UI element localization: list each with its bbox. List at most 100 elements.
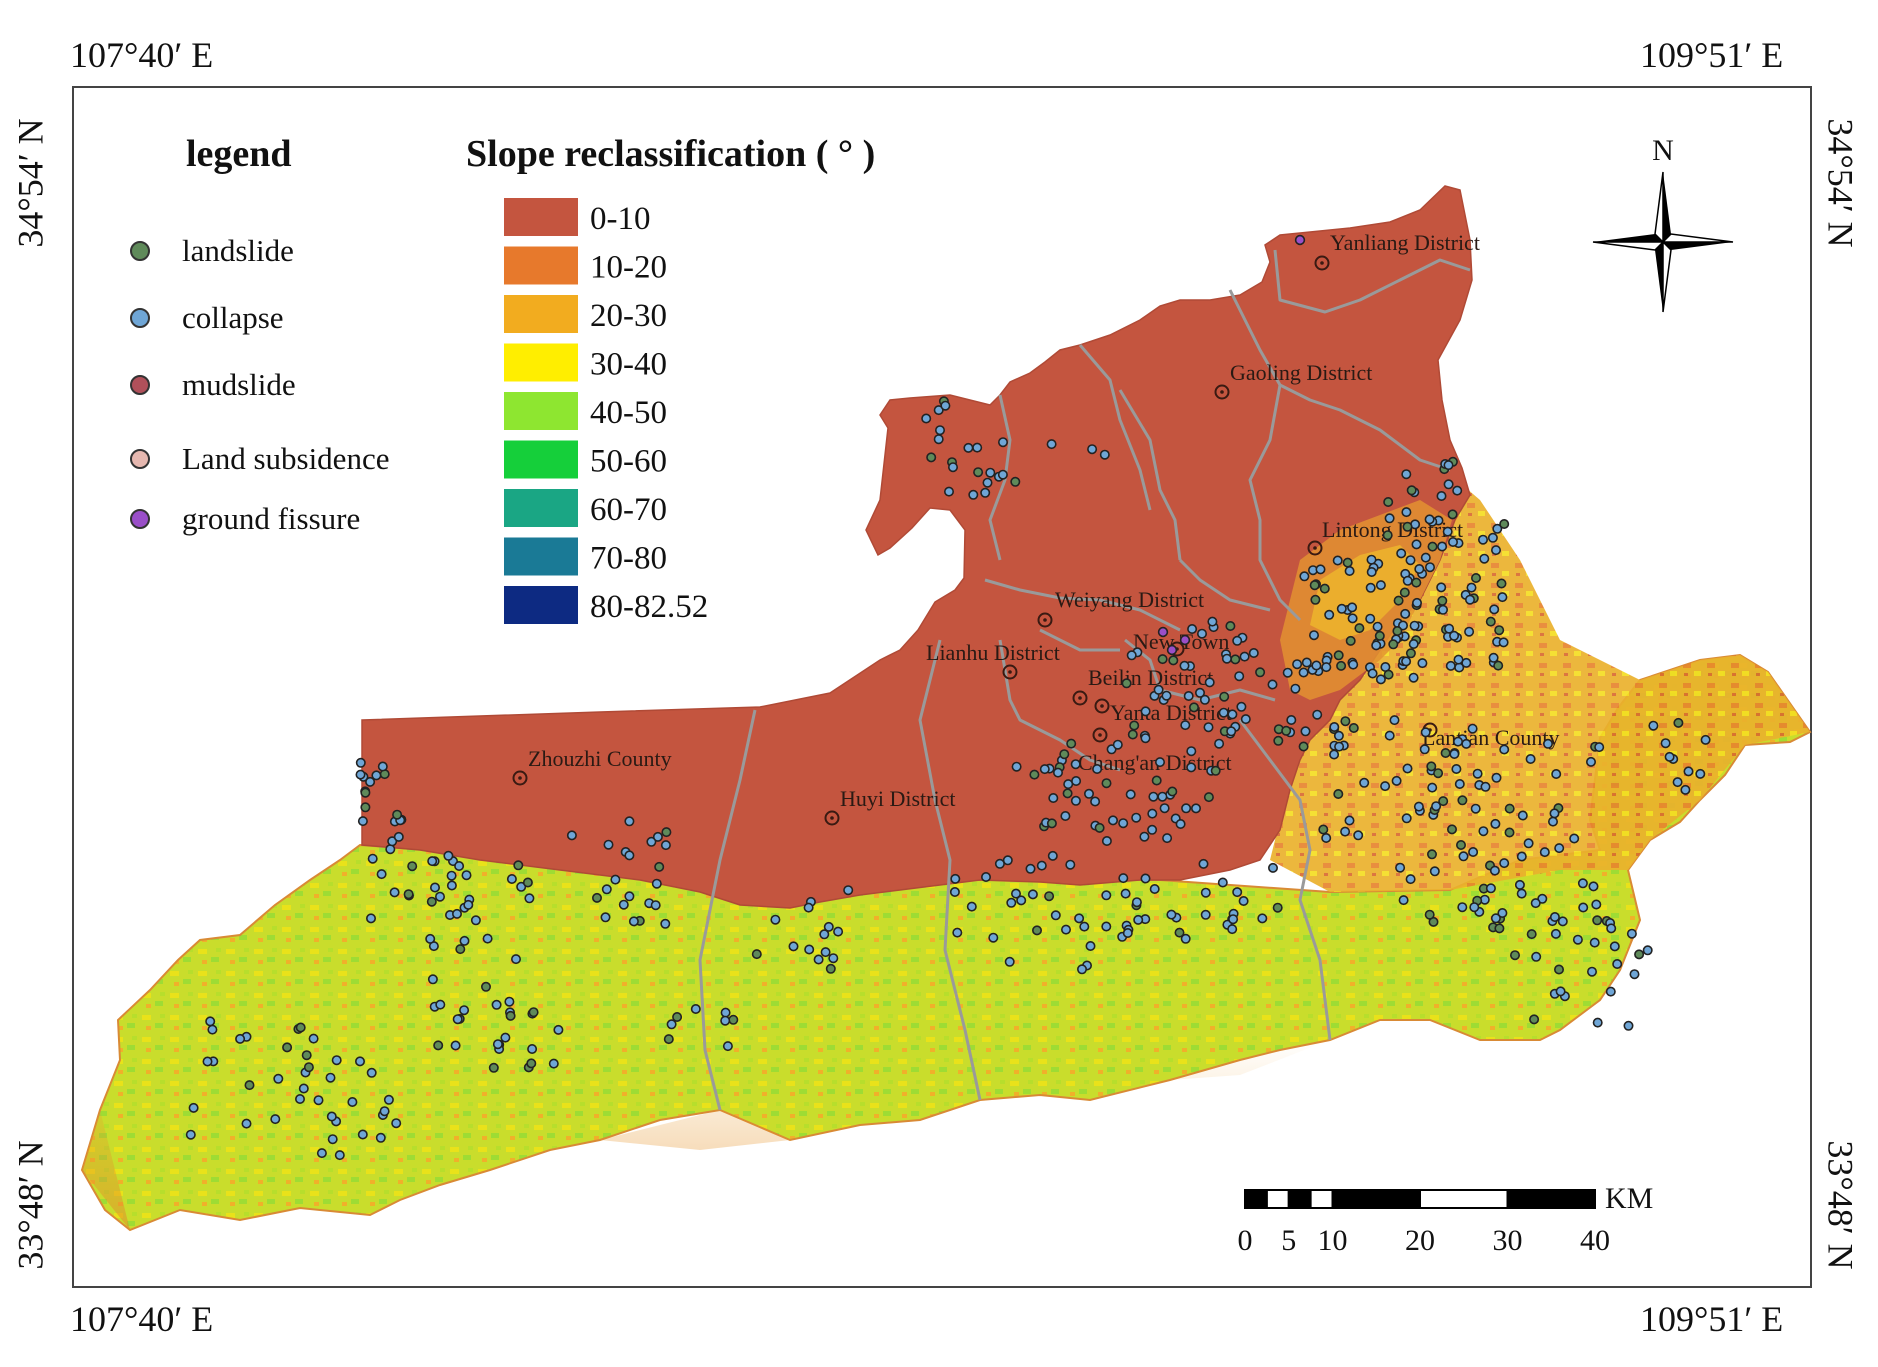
hazard-point-23 [1437, 595, 1448, 606]
slope-label-8: 80-82.52 [590, 589, 708, 625]
hazard-point-91 [1401, 656, 1412, 667]
hazard-point-476 [389, 887, 400, 898]
hazard-point-497 [188, 1102, 199, 1113]
hazard-point-208 [1155, 757, 1166, 768]
hazard-point-567 [1010, 476, 1021, 487]
hazard-point-526 [354, 1056, 365, 1067]
hazard-point-196 [1070, 759, 1081, 770]
hazard-point-574 [933, 434, 944, 445]
hazard-point-391 [788, 941, 799, 952]
hazard-point-560 [947, 462, 958, 473]
hazard-point-537 [527, 1044, 538, 1055]
hazard-point-450 [459, 935, 470, 946]
hazard-point-198 [1175, 818, 1186, 829]
hazard-point-403 [813, 954, 824, 965]
hazard-point-291 [1514, 879, 1525, 890]
hazard-point-41 [1491, 545, 1502, 556]
hazard-point-186 [1181, 803, 1192, 814]
hazard-point-393 [833, 926, 844, 937]
hazard-point-384 [952, 927, 963, 938]
hazard-point-18 [1437, 541, 1448, 552]
hazard-point-589 [1447, 509, 1458, 520]
hazard-point-612 [1207, 616, 1218, 627]
hazard-point-373 [1133, 914, 1144, 925]
slope-legend-title: Slope reclassification ( ° ) [466, 133, 875, 175]
slope-swatch-4 [504, 392, 578, 430]
hazard-point-552 [968, 489, 979, 500]
hazard-point-161 [1183, 690, 1194, 701]
district-label-8: Chang'an District [1078, 750, 1232, 775]
hazard-point-93 [1412, 597, 1423, 608]
hazard-point-274 [1517, 810, 1528, 821]
hazard-point-441 [450, 1040, 461, 1051]
hazard-point-88 [1336, 603, 1347, 614]
hazard-point-533 [553, 1024, 564, 1035]
hazard-point-633 [1036, 860, 1047, 871]
hazard-point-297 [1554, 843, 1565, 854]
hazard-point-68 [1499, 518, 1510, 529]
hazard-point-228 [1401, 813, 1412, 824]
hazard-point-52 [1489, 604, 1500, 615]
hazard-point-313 [1587, 966, 1598, 977]
district-seat-10 [512, 770, 528, 786]
hazard-point-343 [1268, 862, 1279, 873]
hazard-point-264 [1551, 768, 1562, 779]
hazard-point-354 [1238, 895, 1249, 906]
hazard-point-333 [1469, 902, 1480, 913]
hazard-point-414 [628, 916, 639, 927]
hazard-point-294 [1456, 839, 1467, 850]
hazard-point-318 [1485, 883, 1496, 894]
hazard-point-427 [446, 880, 457, 891]
hazard-point-90 [1374, 630, 1385, 641]
hazard-point-401 [804, 944, 815, 955]
hazard-point-133 [1286, 714, 1297, 725]
hazard-point-416 [603, 839, 614, 850]
hazard-point-151 [1199, 694, 1210, 705]
hazard-point-181 [1139, 831, 1150, 842]
hazard-point-280 [1591, 899, 1602, 910]
scale-tick-2: 10 [1318, 1224, 1348, 1257]
hazard-point-134 [1298, 741, 1309, 752]
hazard-point-268 [1440, 747, 1451, 758]
hazard-point-591 [1406, 485, 1417, 496]
hazard-point-292 [1468, 846, 1479, 857]
hazard-point-271 [1454, 778, 1465, 789]
hazard-point-517 [316, 1148, 327, 1159]
hazard-point-385 [1006, 897, 1017, 908]
hazard-point-340 [1118, 873, 1129, 884]
hazard-point-38 [1417, 658, 1428, 669]
hazard-point-12 [1425, 562, 1436, 573]
hazard-point-484 [360, 787, 371, 798]
hazard-point-463 [429, 882, 440, 893]
coord-bottom-left: 107°40′ E [70, 1299, 214, 1339]
hazard-point-319 [1405, 874, 1416, 885]
hazard-point-310 [1634, 949, 1645, 960]
hazard-point-503 [202, 1056, 213, 1067]
scale-tick-0: 0 [1238, 1224, 1253, 1257]
hazard-point-260 [1449, 748, 1460, 759]
hazard-point-432 [455, 944, 466, 955]
hazard-point-261 [1433, 768, 1444, 779]
district-seat-dot-11 [830, 816, 834, 820]
hazard-point-619 [1053, 767, 1064, 778]
hazard-point-24 [1496, 578, 1507, 589]
district-seat-3 [1037, 612, 1053, 628]
hazard-point-83 [1332, 555, 1343, 566]
hazard-point-626 [1062, 788, 1073, 799]
hazard-point-576 [1443, 479, 1454, 490]
hazard-point-396 [819, 929, 830, 940]
hazard-point-456 [435, 999, 446, 1010]
hazard-point-421 [650, 900, 661, 911]
hazard-point-182 [1214, 738, 1225, 749]
hazard-point-438 [482, 933, 493, 944]
hazard-point-55 [1408, 672, 1419, 683]
hazard-point-251 [1427, 849, 1438, 860]
hazard-point-146 [1195, 687, 1206, 698]
hazard-point-370 [1131, 897, 1142, 908]
hazard-point-386 [1002, 855, 1013, 866]
district-boundaries [698, 249, 1471, 1111]
hazard-point-299 [1549, 911, 1560, 922]
hazard-point-80 [1315, 564, 1326, 575]
hazard-point-43 [1396, 548, 1407, 559]
